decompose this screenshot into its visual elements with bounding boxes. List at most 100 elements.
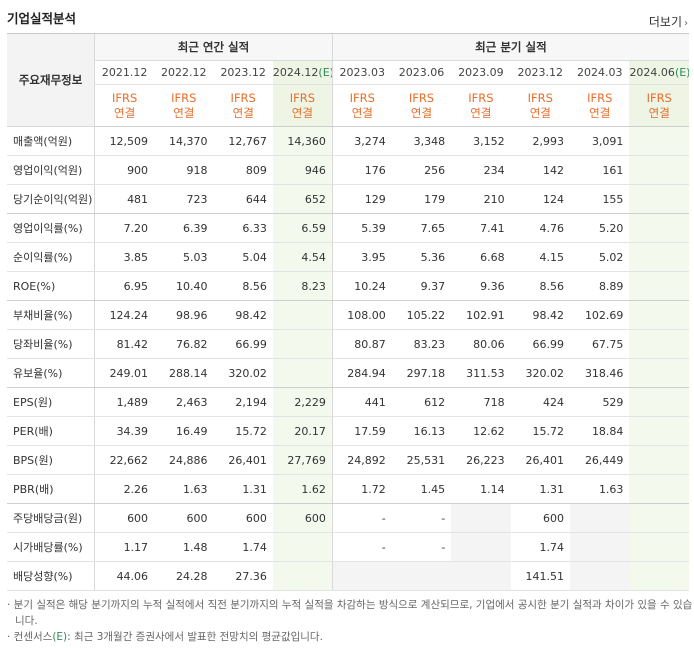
period-label: 2023.03 bbox=[339, 66, 386, 79]
table-cell: 3.85 bbox=[94, 242, 155, 272]
table-cell: 249.01 bbox=[94, 358, 155, 388]
table-cell: 26,223 bbox=[451, 445, 511, 475]
table-cell: 12.62 bbox=[451, 416, 511, 446]
table-cell bbox=[629, 300, 689, 330]
row-label: BPS(원) bbox=[7, 445, 96, 475]
table-cell: 81.42 bbox=[94, 329, 155, 359]
table-cell: 1.72 bbox=[331, 474, 392, 504]
period-header: 2023.12 bbox=[213, 60, 273, 85]
table-cell: 600 bbox=[154, 503, 214, 533]
consolidated-label: 연결 bbox=[410, 105, 433, 120]
period-header: 2023.12 bbox=[510, 60, 571, 85]
table-cell: 809 bbox=[213, 155, 273, 185]
table-cell: 256 bbox=[391, 155, 452, 185]
table-cell: - bbox=[391, 532, 452, 562]
table-cell: 3,152 bbox=[451, 126, 511, 156]
table-cell: 44.06 bbox=[94, 561, 155, 591]
period-label: 2024.12 bbox=[272, 66, 319, 79]
consolidated-label: 연결 bbox=[291, 105, 313, 120]
table-cell: 529 bbox=[570, 387, 630, 417]
period-header: 2023.09 bbox=[451, 60, 511, 85]
period-label: 2023.09 bbox=[458, 66, 504, 79]
table-cell bbox=[629, 184, 689, 214]
table-row: PBR(배) 2.26 1.63 1.31 1.62 1.72 1.45 1.14 1.31 1.… bbox=[7, 474, 689, 504]
table-cell: 66.99 bbox=[213, 329, 273, 359]
table-cell: 6.68 bbox=[451, 242, 511, 272]
footnotes: · 분기 실적은 해당 분기까지의 누적 실적에서 직전 분기까지의 누적 실적… bbox=[7, 597, 694, 645]
period-header: 2024.06(E) bbox=[629, 60, 689, 85]
ifrs-label: IFRS bbox=[349, 90, 375, 105]
table-cell: 176 bbox=[331, 155, 392, 185]
table-cell: 320.02 bbox=[213, 358, 273, 388]
row-label: EPS(원) bbox=[7, 387, 96, 417]
row-label: 주당배당금(원) bbox=[7, 503, 96, 533]
table-cell: - bbox=[331, 503, 392, 533]
table-cell: 600 bbox=[510, 503, 571, 533]
consolidated-label: 연결 bbox=[589, 105, 611, 120]
row-label: 영업이익률(%) bbox=[7, 213, 96, 243]
table-cell: 1.14 bbox=[451, 474, 511, 504]
ifrs-standard-header: IFRS 연결 bbox=[510, 84, 571, 127]
table-cell: 27.36 bbox=[213, 561, 273, 591]
table-cell bbox=[629, 358, 689, 388]
table-cell: 612 bbox=[391, 387, 452, 417]
table-cell: 124.24 bbox=[94, 300, 155, 330]
table-cell: 1.62 bbox=[272, 474, 333, 504]
more-label: 더보기 bbox=[648, 15, 682, 29]
table-cell bbox=[629, 445, 689, 475]
table-cell: 15.72 bbox=[510, 416, 571, 446]
table-cell bbox=[272, 532, 333, 562]
table-cell bbox=[629, 503, 689, 533]
table-row: 당기순이익(억원) 481 723 644 652 129 179 210 124 155 bbox=[7, 184, 689, 214]
table-cell bbox=[272, 561, 333, 591]
table-cell: 124 bbox=[510, 184, 571, 214]
table-cell bbox=[272, 300, 333, 330]
table-cell bbox=[629, 126, 689, 156]
table-cell: 7.20 bbox=[94, 213, 155, 243]
table-cell: 600 bbox=[272, 503, 333, 533]
table-cell: 6.33 bbox=[213, 213, 273, 243]
period-header: 2024.12(E) bbox=[272, 60, 333, 85]
period-header: 2022.12 bbox=[154, 60, 214, 85]
footnote-consensus-text: : 최근 3개월간 증권사에서 발표한 전망치의 평균값입니다. bbox=[67, 631, 323, 643]
table-cell bbox=[629, 213, 689, 243]
table-cell: 6.39 bbox=[154, 213, 214, 243]
table-cell: 210 bbox=[451, 184, 511, 214]
period-label: 2023.12 bbox=[517, 66, 564, 79]
table-cell: 4.15 bbox=[510, 242, 571, 272]
table-row: BPS(원) 22,662 24,886 26,401 27,769 24,892 25,5… bbox=[7, 445, 689, 475]
row-label: 시가배당률(%) bbox=[7, 532, 96, 562]
estimate-mark: (E) bbox=[674, 66, 689, 79]
table-cell: 234 bbox=[451, 155, 511, 185]
consolidated-label: 연결 bbox=[232, 105, 254, 120]
table-cell: 5.20 bbox=[570, 213, 630, 243]
table-cell: 10.40 bbox=[154, 271, 214, 301]
table-cell: 481 bbox=[94, 184, 155, 214]
table-row: 배당성향(%) 44.06 24.28 27.36 141.51 bbox=[7, 561, 689, 591]
table-cell bbox=[570, 532, 630, 562]
more-link[interactable]: 더보기 › bbox=[649, 13, 688, 30]
ifrs-label: IFRS bbox=[289, 90, 316, 105]
period-label: 2022.12 bbox=[161, 66, 207, 79]
table-cell: 441 bbox=[331, 387, 392, 417]
table-cell: 83.23 bbox=[391, 329, 452, 359]
ifrs-standard-header: IFRS 연결 bbox=[570, 84, 630, 127]
table-cell: 20.17 bbox=[272, 416, 333, 446]
table-cell bbox=[629, 416, 689, 446]
table-cell: 1.74 bbox=[213, 532, 273, 562]
chevron-right-icon: › bbox=[684, 18, 688, 29]
table-cell bbox=[391, 561, 452, 591]
table-cell: 311.53 bbox=[451, 358, 511, 388]
table-cell: 105.22 bbox=[391, 300, 452, 330]
table-cell: 16.13 bbox=[391, 416, 452, 446]
ifrs-label: IFRS bbox=[527, 90, 553, 105]
ifrs-standard-header: IFRS 연결 bbox=[629, 84, 689, 127]
table-cell: 7.65 bbox=[391, 213, 452, 243]
table-cell: 284.94 bbox=[331, 358, 392, 388]
row-label: 부채비율(%) bbox=[7, 300, 96, 330]
table-cell: 1.63 bbox=[570, 474, 630, 504]
ifrs-standard-header: IFRS 연결 bbox=[391, 84, 452, 127]
table-cell: 718 bbox=[451, 387, 511, 417]
table-cell: 3,348 bbox=[391, 126, 452, 156]
period-header: 2023.06 bbox=[391, 60, 452, 85]
